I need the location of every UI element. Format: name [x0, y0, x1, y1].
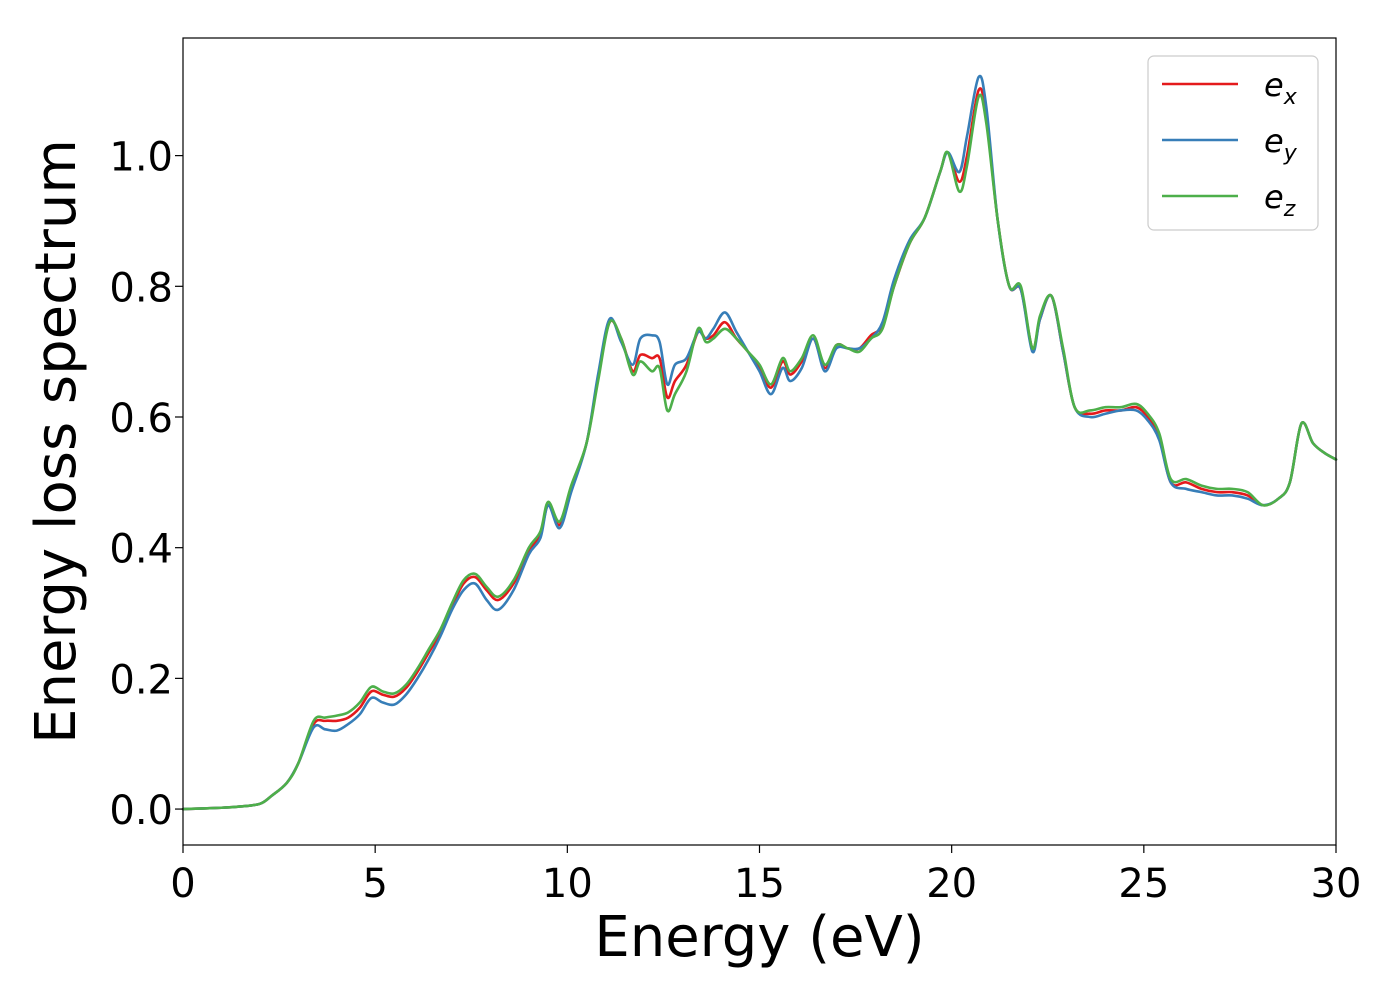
x-tick-label: 25	[1118, 861, 1169, 907]
legend: ex ey ez	[1147, 55, 1319, 231]
y-tick-label: 0.2	[109, 657, 173, 703]
y-tick-label: 1.0	[109, 135, 173, 181]
x-tick-label: 10	[542, 861, 593, 907]
legend-box	[1147, 55, 1319, 231]
x-tick-label: 20	[926, 861, 977, 907]
x-tick-label: 30	[1311, 861, 1362, 907]
legend-label-y: ey	[1264, 122, 1298, 166]
series-line-y	[181, 74, 1338, 811]
y-axis-title: Energy loss spectrum	[24, 139, 89, 744]
y-tick-label: 0.0	[109, 788, 173, 834]
plot-background	[183, 38, 1336, 845]
y-tick-label: 0.4	[109, 527, 173, 573]
x-tick-label: 0	[170, 861, 195, 907]
series-group	[181, 74, 1338, 811]
y-tick-label: 0.6	[109, 396, 173, 442]
x-axis: 0 5 10 15 20 25 30	[170, 845, 1361, 907]
series-line-z	[181, 93, 1338, 811]
x-tick-label: 15	[734, 861, 785, 907]
legend-label-x: ex	[1264, 66, 1298, 110]
x-tick-label: 5	[362, 861, 387, 907]
legend-label-z: ez	[1264, 178, 1296, 222]
y-axis: 0.0 0.2 0.4 0.6 0.8 1.0	[109, 135, 183, 834]
y-tick-label: 0.8	[109, 265, 173, 311]
x-axis-title: Energy (eV)	[594, 905, 924, 970]
